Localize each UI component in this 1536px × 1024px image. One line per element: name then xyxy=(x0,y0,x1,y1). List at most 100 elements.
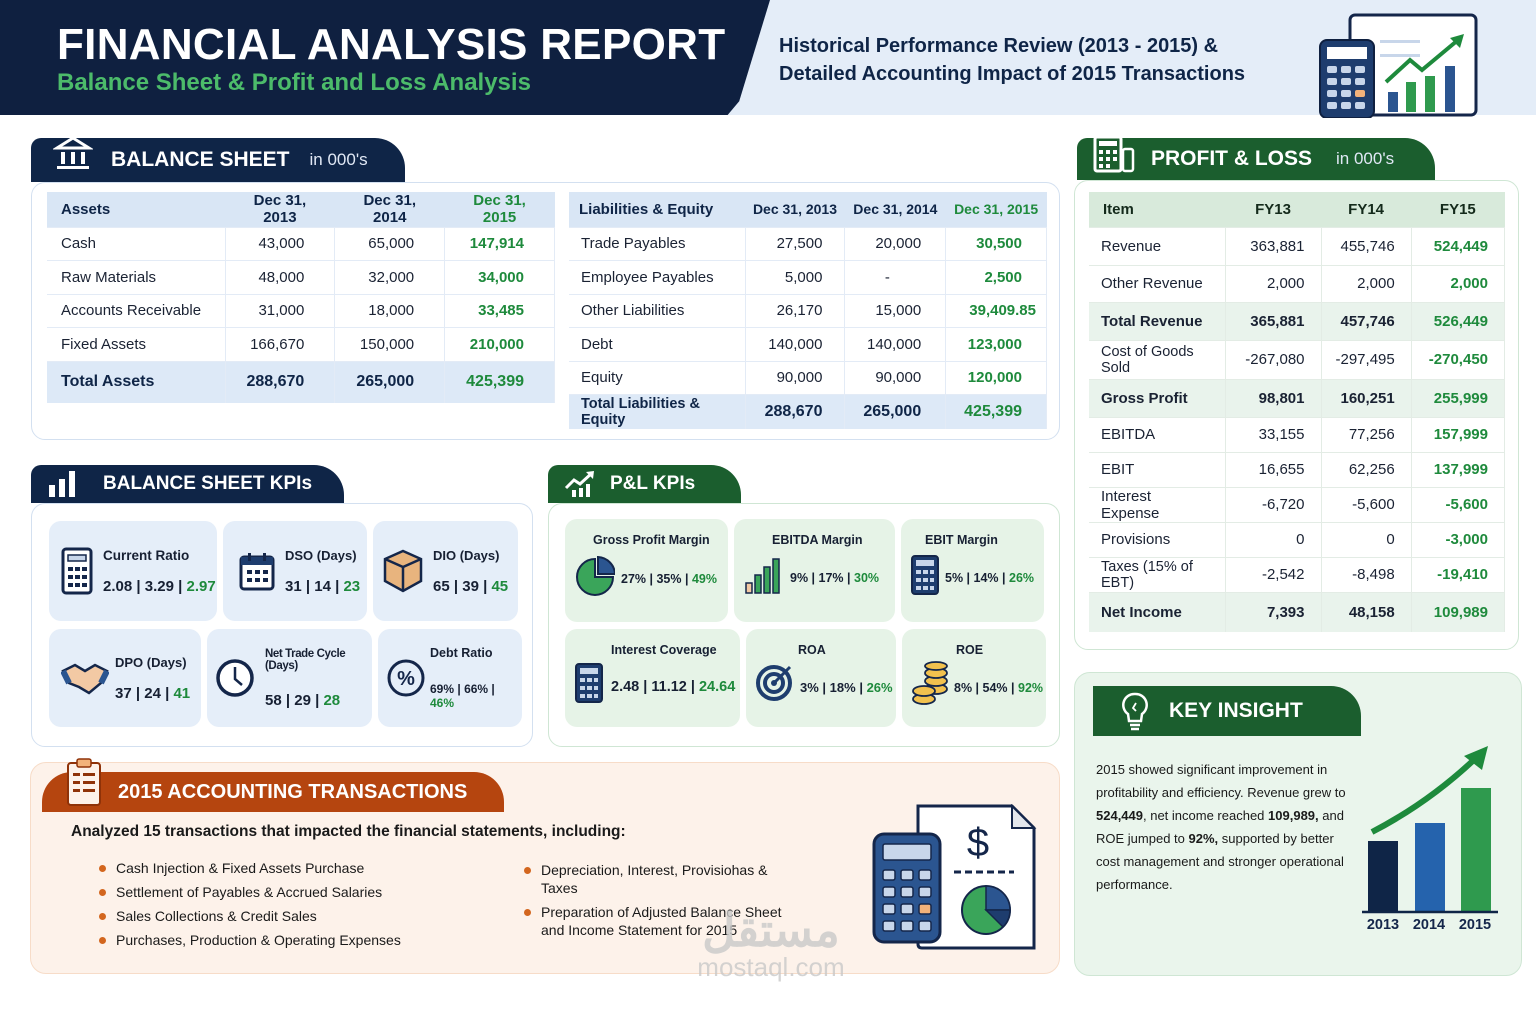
row-label: Interest Expense xyxy=(1089,486,1226,522)
kpi-label: Net Trade Cycle (Days) xyxy=(265,647,346,672)
row-label: Trade Payables xyxy=(569,226,746,261)
kpi-label: DPO (Days) xyxy=(115,654,187,670)
transactions-list-right: Depreciation, Interest, Provisiohas & Ta… xyxy=(524,861,804,945)
cell: -2,542 xyxy=(1225,556,1322,592)
description-line-2: Detailed Accounting Impact of 2015 Trans… xyxy=(779,63,1246,85)
table-row: Employee Payables 5,000-2,500 xyxy=(569,260,1047,294)
cell: 20,000 xyxy=(844,226,947,261)
total-row: Total Revenue 365,881 457,746 526,449 xyxy=(1089,301,1506,340)
cell: - xyxy=(844,260,947,294)
total-row: Net Income 7,393 48,158 109,989 xyxy=(1089,591,1506,632)
pl-kpis-header: P&L KPIs xyxy=(548,465,741,503)
calculator-receipt-icon xyxy=(1093,135,1135,173)
list-item: Depreciation, Interest, Provisiohas & Ta… xyxy=(524,861,804,897)
row-label: Other Revenue xyxy=(1089,264,1226,302)
table-row: Other Liabilities 26,170 15,000 39,409.85 xyxy=(569,293,1047,328)
kpi-card-dso: DSO (Days) 31 | 14 | 23 xyxy=(223,521,367,621)
cell: 265,000 xyxy=(334,360,446,403)
kpi-label: Gross Profit Margin xyxy=(593,533,710,547)
transactions-intro: Analyzed 15 transactions that impacted t… xyxy=(71,823,626,840)
description-line-1: Historical Performance Review (2013 - 20… xyxy=(779,35,1219,57)
bar-chart-icon xyxy=(745,558,780,594)
bar-chart-icon xyxy=(49,471,75,497)
col-header: Dec 31, 2015 xyxy=(945,192,1047,227)
table-row: Taxes (15% of EBT) -2,542 -8,498 -19,410 xyxy=(1089,556,1506,592)
coins-icon xyxy=(912,661,948,705)
growth-bar-chart xyxy=(1362,746,1498,914)
table-row: Provisions 0 0 -3,000 xyxy=(1089,521,1506,557)
calculator-icon xyxy=(911,555,939,595)
bs-kpis-title: BALANCE SHEET KPIs xyxy=(103,473,313,494)
transactions-list-left: Cash Injection & Fixed Assets Purchase S… xyxy=(99,859,401,955)
row-label: Raw Materials xyxy=(47,260,226,294)
row-label: Taxes (15% of EBT) xyxy=(1089,556,1226,592)
kpi-label: ROA xyxy=(798,643,826,657)
cell: 455,746 xyxy=(1321,226,1412,265)
kpi-card-roa: ROA 3% | 18% | 26% xyxy=(746,629,896,727)
kpi-card-current-ratio: Current Ratio 2.08 | 3.29 | 2.97 xyxy=(49,521,217,621)
balance-sheet-header: BALANCE SHEET in 000's xyxy=(31,136,405,182)
col-header: Liabilities & Equity xyxy=(569,192,745,227)
balance-sheet-title: BALANCE SHEET xyxy=(111,148,290,171)
report-description: Historical Performance Review (2013 - 20… xyxy=(779,32,1245,88)
row-label: Fixed Assets xyxy=(47,327,226,361)
cell: 98,801 xyxy=(1225,378,1322,417)
kpi-values: 31 | 14 | 23 xyxy=(285,577,361,595)
watermark-latin: mostaql.com xyxy=(697,952,845,982)
cell: 48,158 xyxy=(1321,591,1412,632)
box-icon xyxy=(383,549,423,593)
cell: -19,410 xyxy=(1411,556,1506,592)
row-label: Total Liabilities & Equity xyxy=(569,394,746,429)
bullet-icon xyxy=(524,909,531,916)
cell: 524,449 xyxy=(1411,226,1506,265)
cell: 65,000 xyxy=(334,226,446,261)
cell: 150,000 xyxy=(334,327,446,361)
cell: 425,399 xyxy=(945,394,1047,429)
cell: 90,000 xyxy=(844,360,947,395)
col-header: Dec 31, 2015 xyxy=(444,192,555,227)
table-row: Debt 140,000 140,000 123,000 xyxy=(569,327,1047,361)
clipboard-icon xyxy=(67,758,101,806)
assets-table: Assets Dec 31, 2013 Dec 31, 2014 Dec 31,… xyxy=(47,192,555,403)
cell: -3,000 xyxy=(1411,521,1506,557)
row-label: Cash xyxy=(47,226,226,261)
cell: 363,881 xyxy=(1225,226,1322,265)
kpi-values: 5% | 14% | 26% xyxy=(945,571,1035,585)
balance-sheet-unit: in 000's xyxy=(309,150,368,169)
row-label: Cost of Goods Sold xyxy=(1089,339,1226,379)
cell: 140,000 xyxy=(844,327,947,361)
pie-chart-icon xyxy=(576,555,615,596)
cell: 77,256 xyxy=(1321,416,1412,452)
row-label: Gross Profit xyxy=(1089,378,1226,417)
kpi-card-debt-ratio: % Debt Ratio 69% | 66% | 46% xyxy=(378,629,522,727)
kpi-label: DIO (Days) xyxy=(433,547,500,563)
cell: -297,495 xyxy=(1321,339,1412,379)
kpi-label: Current Ratio xyxy=(103,547,190,563)
cell: 5,000 xyxy=(745,260,846,294)
table-row: Revenue 363,881 455,746 524,449 xyxy=(1089,226,1506,265)
cell: 32,000 xyxy=(334,260,446,294)
report-title: FINANCIAL ANALYSIS REPORT xyxy=(57,20,726,69)
cell: 34,000 xyxy=(444,260,555,294)
row-label: Debt xyxy=(569,327,746,361)
key-insight-title: KEY INSIGHT xyxy=(1169,699,1303,722)
cell: 2,000 xyxy=(1225,264,1322,302)
row-label: EBIT xyxy=(1089,451,1226,487)
cell: 526,449 xyxy=(1411,301,1506,340)
cell: 2,000 xyxy=(1411,264,1506,302)
row-label: Provisions xyxy=(1089,521,1226,557)
cell: 157,999 xyxy=(1411,416,1506,452)
list-item: Preparation of Adjusted Balance Sheet an… xyxy=(524,903,804,939)
cell: -8,498 xyxy=(1321,556,1412,592)
cell: -267,080 xyxy=(1225,339,1322,379)
row-label: Net Income xyxy=(1089,591,1226,632)
transactions-header: 2015 ACCOUNTING TRANSACTIONS xyxy=(42,758,504,812)
cell: 33,155 xyxy=(1225,416,1322,452)
col-header: Dec 31, 2013 xyxy=(225,192,335,227)
kpi-card-ebit-margin: EBIT Margin 5% | 14% | 26% xyxy=(901,519,1044,622)
row-label: Equity xyxy=(569,360,746,395)
kpi-card-net-trade-cycle: Net Trade Cycle (Days) 58 | 29 | 28 xyxy=(207,629,372,727)
col-header: FY14 xyxy=(1321,192,1412,227)
report-subtitle: Balance Sheet & Profit and Loss Analysis xyxy=(57,69,531,96)
profit-loss-table: Item FY13 FY14 FY15 Revenue 363,881 455,74… xyxy=(1089,192,1506,632)
